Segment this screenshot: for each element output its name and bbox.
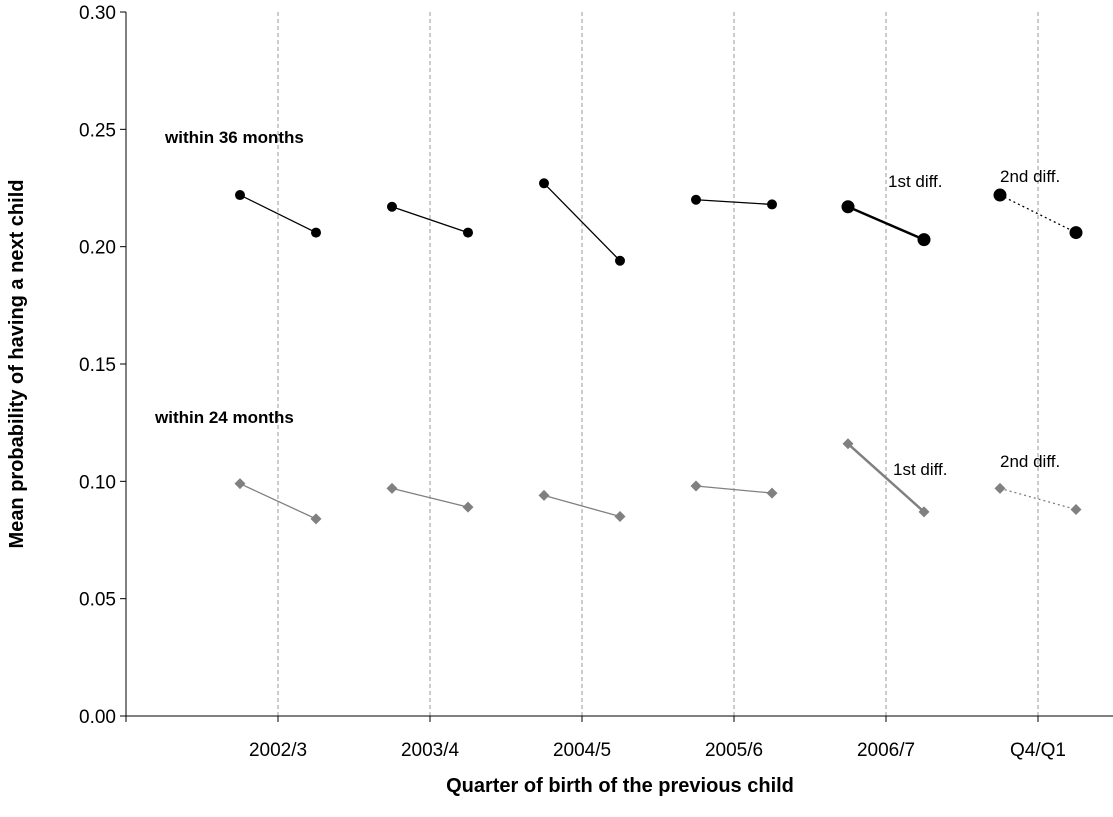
series-label: within 24 months bbox=[154, 408, 294, 427]
data-point bbox=[842, 438, 854, 450]
data-point bbox=[691, 194, 701, 205]
y-tick-label: 0.05 bbox=[79, 590, 116, 611]
data-point bbox=[766, 487, 778, 499]
series-line bbox=[391, 487, 469, 508]
y-axis-title: Mean probability of having a next child bbox=[6, 180, 28, 549]
annotation-label: 1st diff. bbox=[888, 172, 943, 191]
series-line bbox=[847, 205, 925, 241]
data-point bbox=[386, 482, 398, 494]
data-point bbox=[690, 480, 702, 492]
x-tick-label: 2006/7 bbox=[857, 740, 915, 761]
y-tick-label: 0.20 bbox=[79, 238, 116, 259]
data-point bbox=[841, 200, 855, 214]
grid-lines bbox=[277, 12, 1039, 716]
x-tick-label: 2002/3 bbox=[249, 740, 307, 761]
data-point bbox=[235, 190, 245, 201]
data-point bbox=[387, 201, 397, 212]
series-line bbox=[695, 485, 773, 494]
axes: 0.00 0.05 0.10 0.15 0.20 0.25 0.30 2002/3 2003/4… bbox=[79, 3, 1113, 761]
series-line bbox=[543, 494, 621, 518]
annotation-label: 1st diff. bbox=[893, 460, 948, 479]
data-point bbox=[311, 227, 321, 238]
data-point bbox=[462, 501, 474, 513]
data-point bbox=[917, 233, 931, 247]
x-tick-label: Q4/Q1 bbox=[1010, 740, 1066, 761]
y-tick-label: 0.00 bbox=[79, 707, 116, 728]
labels: within 36 months within 24 months 1st diff… bbox=[154, 128, 1060, 479]
data-point bbox=[539, 178, 549, 189]
data-point bbox=[615, 255, 625, 266]
x-axis-title: Quarter of birth of the previous child bbox=[446, 775, 794, 797]
y-tick-label: 0.15 bbox=[79, 355, 116, 376]
series-within-36-months bbox=[235, 178, 1083, 266]
data-point bbox=[993, 188, 1007, 202]
series-label: within 36 months bbox=[164, 128, 304, 147]
x-tick-label: 2003/4 bbox=[401, 740, 460, 761]
series-within-24-months bbox=[234, 438, 1082, 525]
series-line bbox=[847, 442, 925, 513]
series-line bbox=[391, 206, 469, 234]
x-tick-label: 2004/5 bbox=[553, 740, 611, 761]
data-point bbox=[1069, 226, 1083, 240]
y-tick-label: 0.10 bbox=[79, 472, 116, 493]
data-point bbox=[310, 513, 322, 525]
data-point bbox=[994, 482, 1006, 494]
data-point bbox=[234, 478, 246, 490]
series-line bbox=[999, 194, 1077, 234]
data-point bbox=[918, 506, 930, 518]
x-tick-label: 2005/6 bbox=[705, 740, 763, 761]
series-line bbox=[239, 483, 317, 520]
series-line bbox=[239, 194, 317, 234]
annotation-label: 2nd diff. bbox=[1000, 452, 1060, 471]
y-tick-label: 0.25 bbox=[79, 120, 116, 141]
series-line bbox=[543, 182, 621, 262]
data-point bbox=[538, 489, 550, 501]
data-point bbox=[463, 227, 473, 238]
series-group bbox=[234, 178, 1083, 525]
y-tick-label: 0.30 bbox=[79, 3, 116, 24]
data-point bbox=[614, 511, 626, 523]
series-line bbox=[999, 487, 1077, 511]
annotation-label: 2nd diff. bbox=[1000, 167, 1060, 186]
data-point bbox=[767, 199, 777, 210]
series-line bbox=[695, 199, 773, 206]
data-point bbox=[1070, 503, 1082, 515]
